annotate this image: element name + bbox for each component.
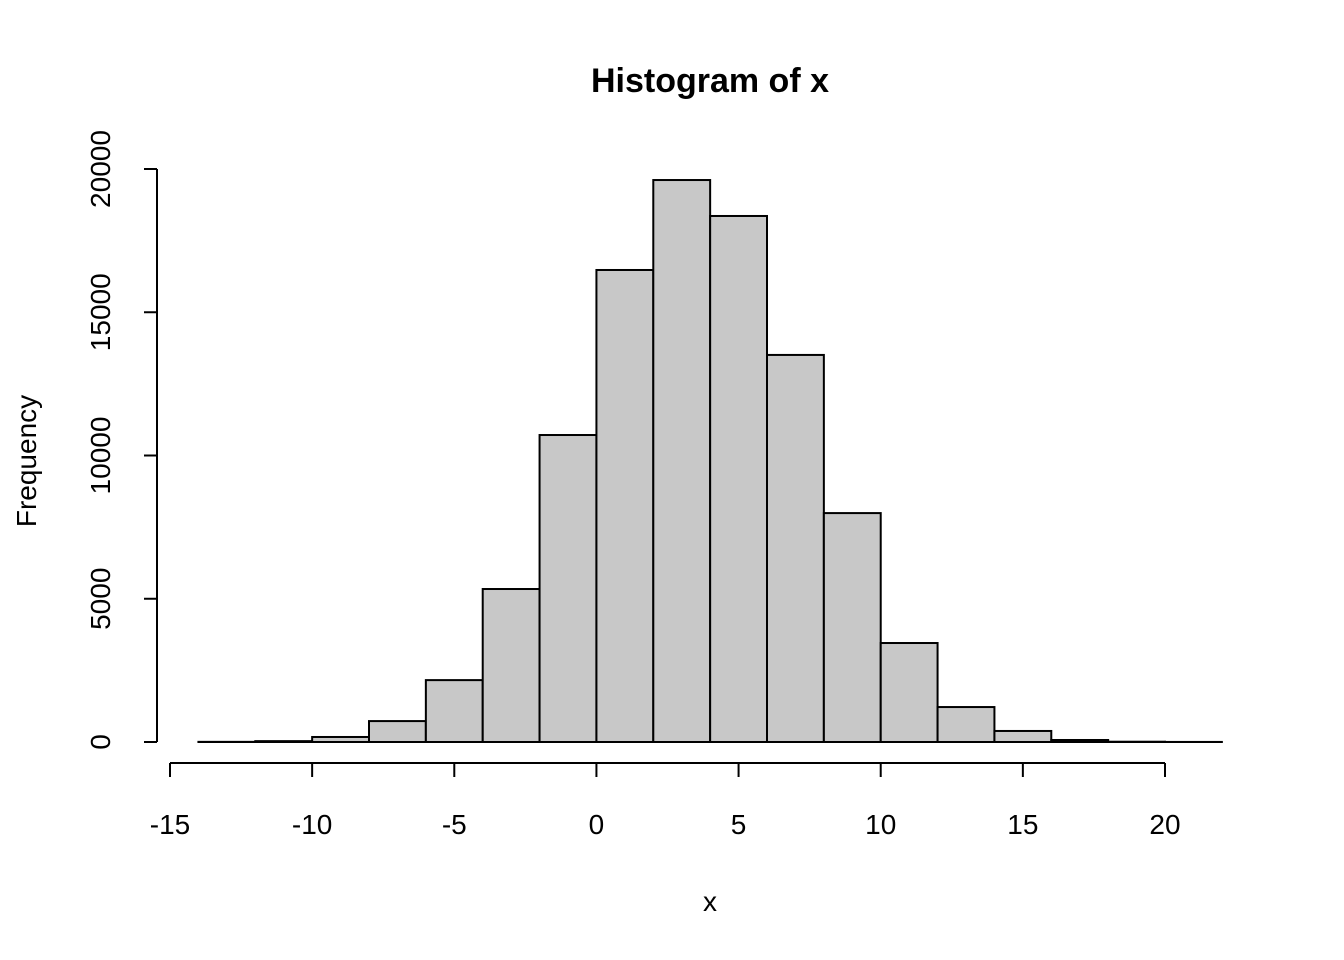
x-tick-label: -10 — [292, 809, 332, 840]
x-axis-label: x — [703, 886, 717, 917]
chart-title: Histogram of x — [591, 62, 829, 100]
bar — [595, 268, 655, 743]
bar — [311, 735, 370, 744]
bar — [652, 179, 712, 743]
bar — [1050, 738, 1110, 744]
x-tick-label: -15 — [150, 809, 190, 840]
bar — [709, 214, 769, 743]
y-tick-label: 20000 — [85, 130, 116, 208]
x-tick-label: 10 — [865, 809, 896, 840]
bar — [993, 729, 1053, 743]
y-tick-label: 10000 — [85, 417, 116, 495]
x-tick-label: 0 — [589, 809, 605, 840]
x-tick-label: 20 — [1149, 809, 1180, 840]
y-tick-label: 15000 — [85, 273, 116, 351]
y-axis-label: Frequency — [11, 395, 42, 527]
x-tick-label: 5 — [731, 809, 747, 840]
x-tick-label: -5 — [442, 809, 467, 840]
bar — [368, 720, 427, 744]
y-tick-label: 0 — [85, 734, 116, 750]
bar — [766, 353, 825, 743]
bar — [822, 512, 882, 743]
bar — [254, 740, 314, 744]
y-tick-label: 5000 — [85, 568, 116, 630]
bar — [879, 642, 939, 743]
bar — [538, 434, 598, 743]
bar — [481, 588, 541, 743]
x-tick-label: 15 — [1007, 809, 1038, 840]
bar — [936, 706, 996, 743]
bar — [424, 679, 484, 744]
